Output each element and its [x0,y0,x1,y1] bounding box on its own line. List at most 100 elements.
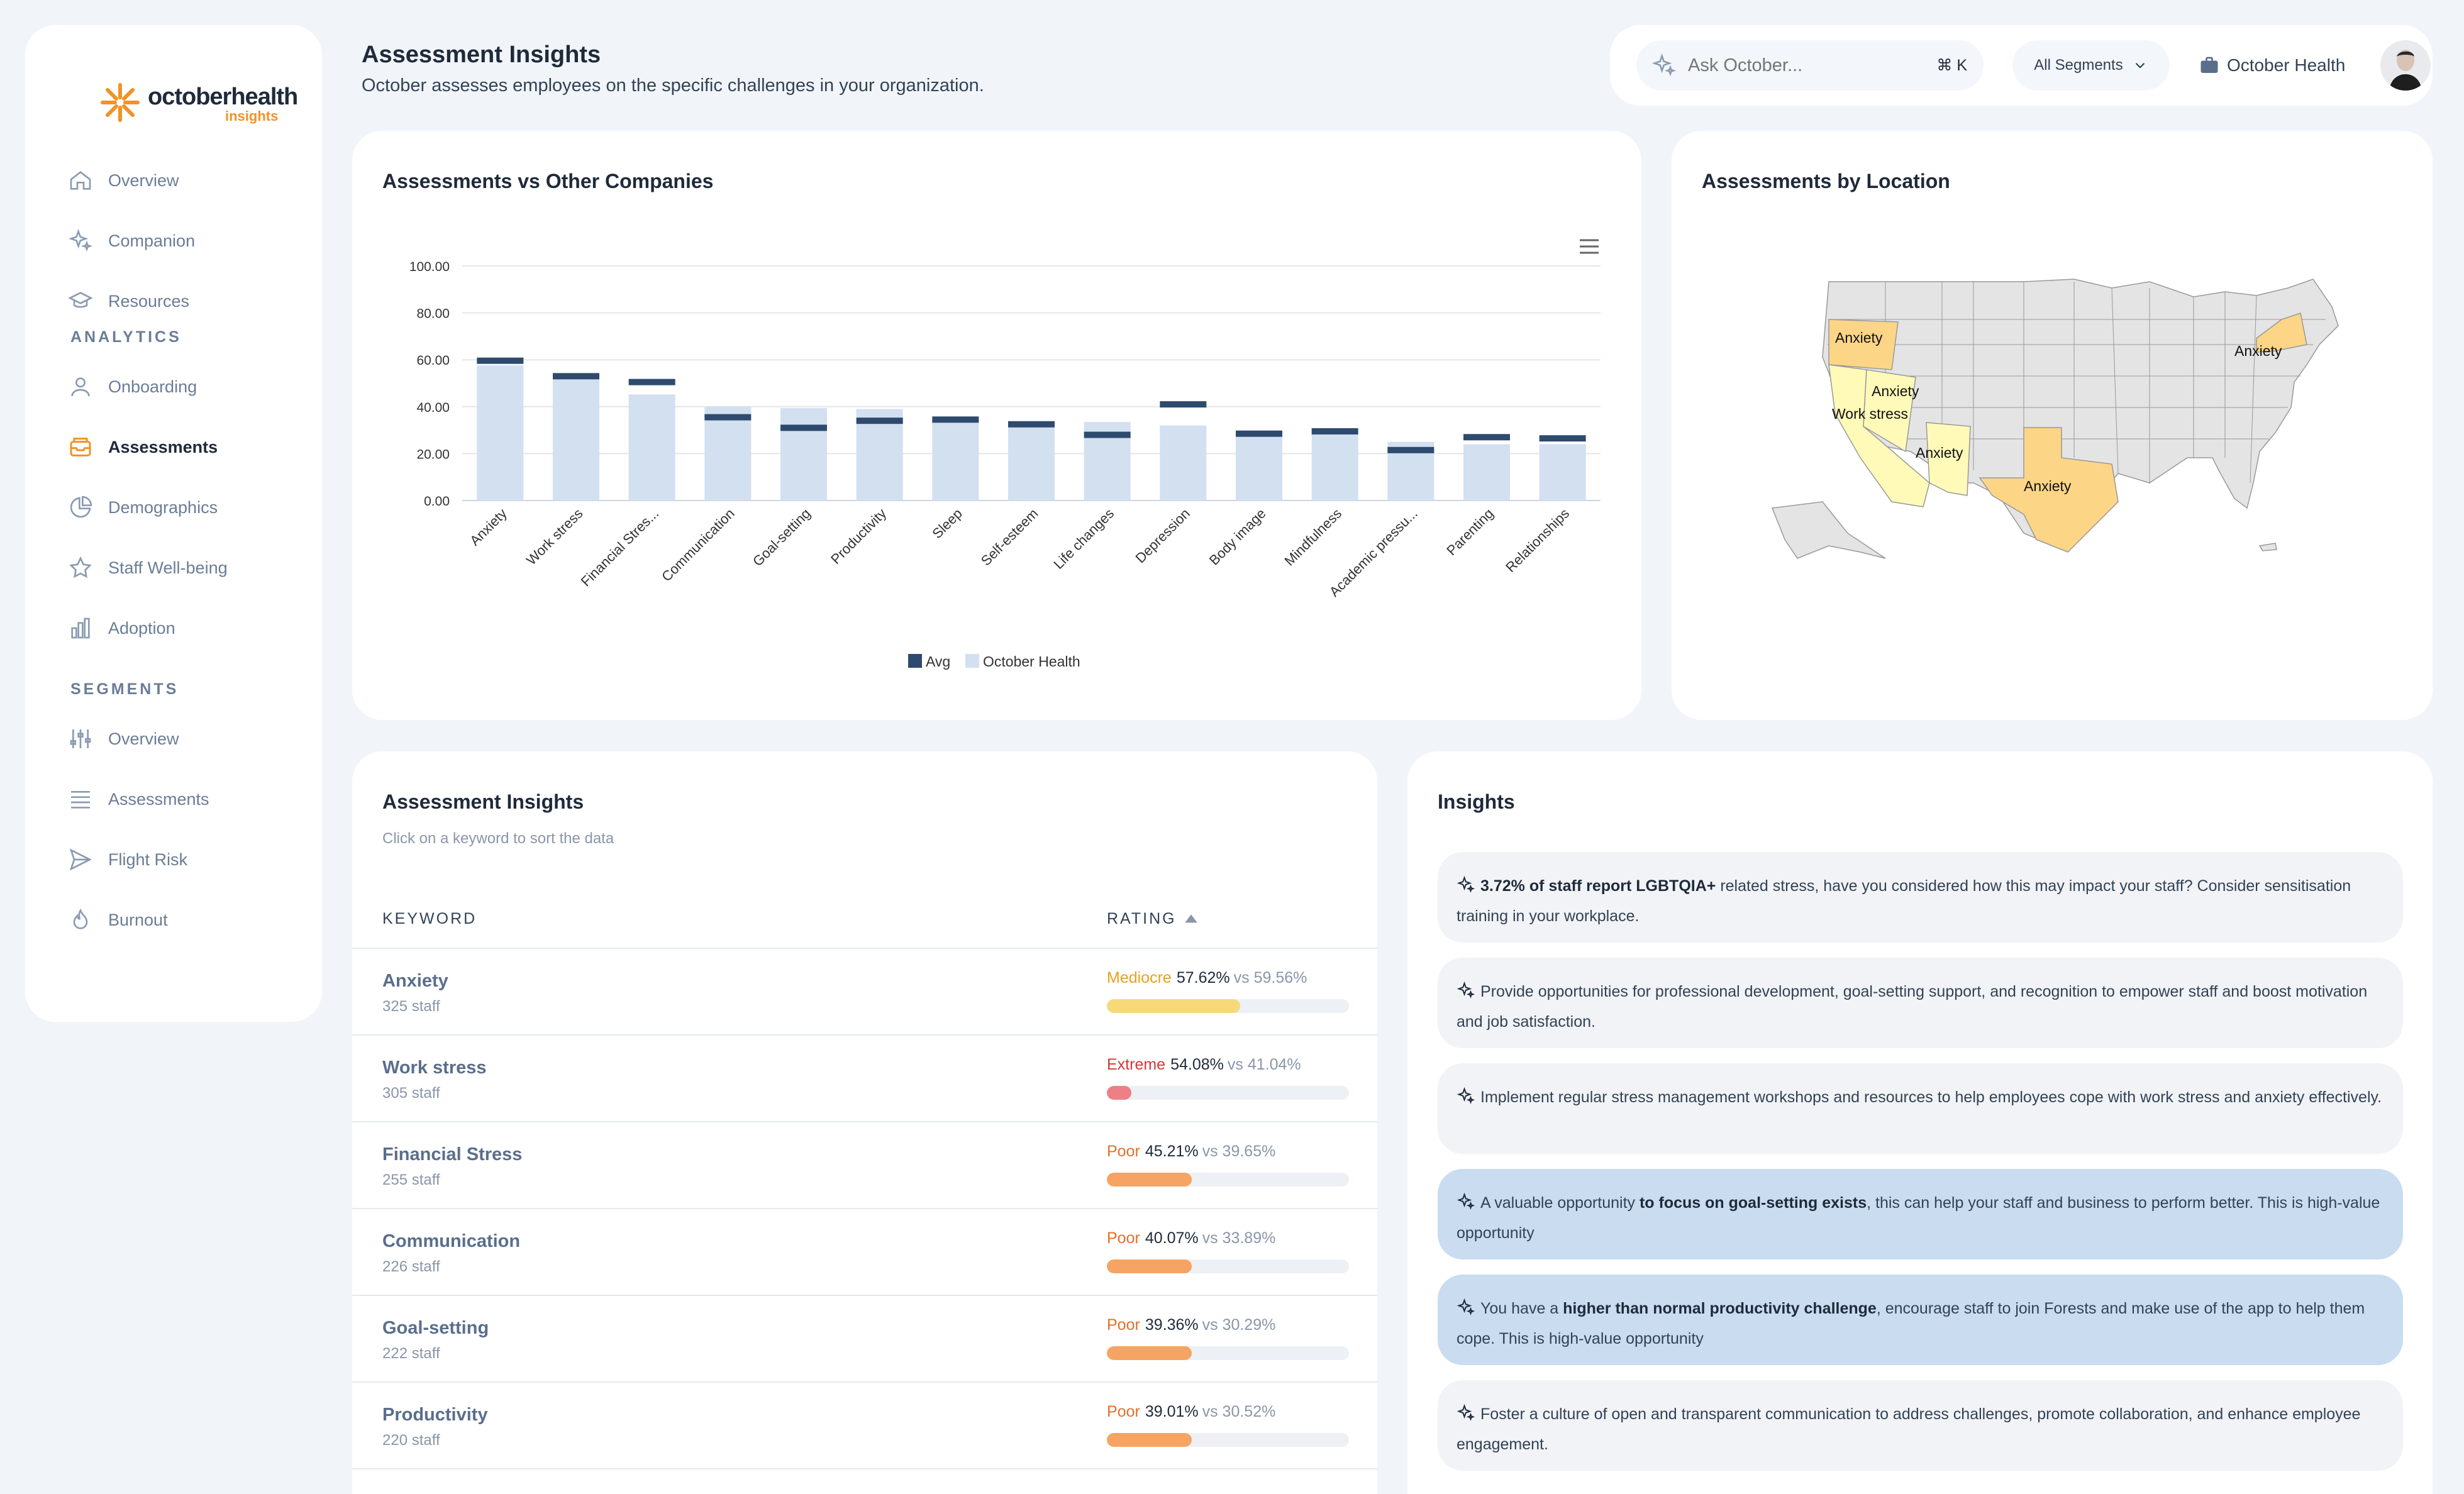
rating-comparison: vs 59.56% [1233,969,1307,987]
column-header-keyword[interactable]: KEYWORD [382,910,477,927]
map-label-texas: Anxiety [2024,478,2072,494]
insight-text: Provide opportunities for professional d… [1457,983,2368,1031]
rating-bar [1107,1086,1349,1100]
avatar[interactable] [2380,40,2431,91]
insight-item[interactable]: Foster a culture of open and transparent… [1438,1380,2403,1471]
table-row[interactable]: Productivity 220 staff Poor 39.01% vs 30.52% [352,1383,1377,1469]
brand-logo[interactable]: octoberhealth insights [82,55,298,150]
state-texas [1978,427,2119,553]
insight-emphasis: to focus on goal-setting exists [1639,1194,1867,1212]
insight-item[interactable]: 3.72% of staff report LGBTQIA+ related s… [1438,852,2403,943]
x-tick-label: Depression [1133,506,1193,566]
pie-chart-icon [70,495,92,518]
assessments-vs-companies-card: 0.00 20.00 40.00 60.00 80.00 100.00 Anxiety Wor… [352,131,1641,720]
map-label-new-york: Anxiety [2234,343,2282,359]
x-tick-label: Body image [1206,506,1269,568]
state-oregon [1828,319,1899,370]
row-keyword[interactable]: Goal-setting [382,1318,489,1338]
insight-item[interactable]: A valuable opportunity to focus on goal-… [1438,1169,2403,1259]
segment-dropdown[interactable]: All Segments [2012,40,2170,91]
state-nevada [1863,369,1916,453]
sidebar-item-flight-risk[interactable]: Flight Risk [68,838,294,882]
star-icon [69,556,92,578]
assessments-by-location-card: Assessments by Location Anxiety Anxiety … [1672,131,2433,720]
column-header-rating[interactable]: RATING [1107,910,1199,928]
bar-october-health [1311,433,1358,501]
sidebar-item-burnout[interactable]: Burnout [68,898,294,942]
search-input[interactable] [1688,55,1914,76]
row-staff-count: 255 staff [382,1171,440,1188]
segment-dropdown-value: All Segments [2034,57,2123,74]
chart-menu-icon[interactable] [1579,238,1600,255]
insight-item[interactable]: Provide opportunities for professional d… [1438,958,2403,1048]
sidebar-item-label: Demographics [108,497,218,517]
sidebar-item-assessments[interactable]: Assessments [68,425,294,469]
sidebar-item-label: Assessments [108,789,209,809]
sidebar-item-companion[interactable]: Companion [68,219,294,263]
legend-label-october-health: October Health [983,653,1080,670]
insights-card: Insights 3.72% of staff report LGBTQIA+ … [1407,751,2433,1494]
rating-value: 54.08% [1170,1056,1224,1073]
bar-october-health [704,406,752,501]
row-keyword[interactable]: Communication [382,1231,521,1251]
row-keyword[interactable]: Anxiety [382,971,448,991]
sidebar-item-adoption[interactable]: Adoption [68,606,294,650]
legend-label-avg: Avg [926,653,950,670]
ask-october-search[interactable]: ⌘ K [1636,40,1984,91]
rating-level: Poor [1107,1316,1140,1334]
table-row[interactable]: Anxiety 325 staff Mediocre 57.62% vs 59.56% [352,949,1377,1036]
insight-item[interactable]: You have a higher than normal productivi… [1438,1275,2403,1365]
table-row[interactable]: Financial Stress 255 staff Poor 45.21% vs 39… [352,1122,1377,1209]
insight-item[interactable]: Implement regular stress management work… [1438,1063,2403,1154]
insight-text: You have a [1480,1300,1563,1317]
sidebar-item-demographics[interactable]: Demographics [68,485,294,529]
bar-october-health [856,409,903,501]
sidebar-item-resources[interactable]: Resources [68,279,294,323]
sidebar-item-segments-overview[interactable]: Overview [68,717,294,761]
bar-october-health [553,374,599,501]
us-map[interactable]: Anxiety Anxiety Work stress Anxiety Anxi… [1672,131,2433,720]
bar-october-health [932,418,979,501]
insight-emphasis: 3.72% of staff report LGBTQIA+ [1480,877,1716,895]
row-rating: Extreme 54.08% vs 41.04% [1107,1056,1301,1074]
row-staff-count: 222 staff [382,1345,440,1362]
row-keyword[interactable]: Work stress [382,1058,487,1078]
rating-value: 39.36% [1145,1316,1199,1334]
sidebar-item-overview[interactable]: Overview [68,158,294,202]
x-tick-label: Communication [658,506,738,585]
sidebar: octoberhealth insights Overview Companio… [25,25,322,1022]
rating-bar [1107,1259,1349,1273]
map-label-oregon: Anxiety [1835,329,1883,346]
sparkle-icon [1457,1403,1475,1421]
sparkle-icon [1457,1192,1475,1210]
row-rating: Poor 40.07% vs 33.89% [1107,1229,1275,1248]
y-tick-label: 40.00 [416,401,450,415]
table-row[interactable]: Goal-setting 222 staff Poor 39.36% vs 30.29% [352,1296,1377,1383]
user-icon [71,377,90,397]
bar-avg-marker [1008,421,1055,428]
bar-october-health [1463,444,1510,501]
sidebar-item-label: Assessments [108,437,218,456]
table-row[interactable]: Communication 226 staff Poor 40.07% vs 33.89… [352,1209,1377,1296]
top-bar: ⌘ K All Segments October Health [1610,25,2433,106]
row-keyword[interactable]: Financial Stress [382,1144,523,1165]
sidebar-item-staff-wellbeing[interactable]: Staff Well-being [68,546,294,590]
rating-bar [1107,1173,1349,1187]
x-tick-label: Productivity [828,506,889,567]
sidebar-item-segments-assessments[interactable]: Assessments [68,777,294,821]
sparkle-icon [1651,53,1676,77]
org-switcher[interactable]: October Health [2198,40,2345,91]
rating-level: Extreme [1107,1056,1166,1073]
legend-swatch-avg [908,654,922,668]
table-row[interactable]: Work stress 305 staff Extreme 54.08% vs 41.0… [352,1036,1377,1122]
brand-sub: insights [225,108,279,124]
sidebar-item-label: Adoption [108,618,175,638]
bar-october-health [1236,434,1282,501]
bar-avg-marker [1387,446,1435,453]
row-keyword[interactable]: Productivity [382,1405,488,1425]
rating-level: Poor [1107,1229,1140,1247]
org-name: October Health [2227,55,2346,75]
rating-bar-fill [1107,1346,1192,1360]
bar-avg-marker [1539,435,1586,442]
sidebar-item-onboarding[interactable]: Onboarding [68,365,294,409]
